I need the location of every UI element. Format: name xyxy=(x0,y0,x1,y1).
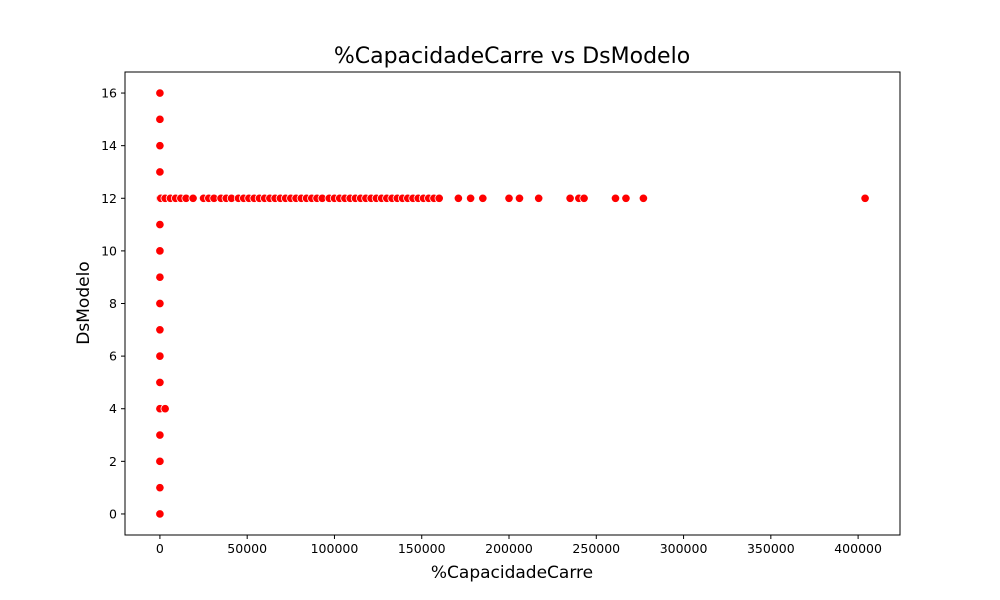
data-point xyxy=(466,193,476,203)
data-point xyxy=(155,141,165,151)
x-tick-label: 200000 xyxy=(485,541,533,556)
y-tick-label: 4 xyxy=(109,401,117,416)
x-tick-label: 150000 xyxy=(398,541,446,556)
data-point xyxy=(155,509,165,519)
data-point xyxy=(478,193,488,203)
y-axis-label: DsModelo xyxy=(74,261,94,344)
data-point xyxy=(188,193,198,203)
data-point xyxy=(155,167,165,177)
x-tick-label: 250000 xyxy=(572,541,620,556)
y-tick-label: 2 xyxy=(109,454,117,469)
x-axis-label: %CapacidadeCarre xyxy=(431,563,593,583)
data-point xyxy=(155,272,165,282)
data-point xyxy=(155,88,165,98)
chart-title: %CapacidadeCarre vs DsModelo xyxy=(334,44,690,69)
x-tick-label: 100000 xyxy=(311,541,359,556)
data-point xyxy=(155,483,165,493)
y-tick-label: 14 xyxy=(101,138,117,153)
data-point xyxy=(155,298,165,309)
data-point xyxy=(453,193,463,203)
data-point xyxy=(534,193,544,203)
data-point xyxy=(155,456,165,466)
data-point xyxy=(155,351,165,361)
x-tick-label: 350000 xyxy=(747,541,795,556)
x-tick-label: 0 xyxy=(156,541,164,556)
x-tick-label: 50000 xyxy=(227,541,267,556)
data-point xyxy=(579,193,589,203)
data-point xyxy=(638,193,648,203)
data-point xyxy=(504,193,514,203)
data-point xyxy=(155,220,165,230)
data-point xyxy=(155,246,165,256)
points-layer xyxy=(155,88,870,519)
y-tick-label: 10 xyxy=(101,243,117,258)
data-point xyxy=(155,325,165,335)
data-point xyxy=(155,430,165,440)
y-tick-label: 16 xyxy=(101,86,117,101)
ticks-layer: 0 50000 100000 150000 200000 250000 300000 3500… xyxy=(101,86,882,556)
y-tick-label: 12 xyxy=(101,191,117,206)
data-point xyxy=(155,377,165,387)
y-tick-label: 6 xyxy=(109,349,117,364)
data-point xyxy=(434,193,444,203)
data-point xyxy=(160,404,170,414)
x-tick-label: 300000 xyxy=(660,541,708,556)
data-point xyxy=(860,193,870,203)
data-point xyxy=(565,193,575,203)
data-point xyxy=(155,114,165,124)
data-point xyxy=(610,193,621,203)
y-tick-label: 0 xyxy=(109,506,117,521)
data-point xyxy=(621,193,631,203)
data-point xyxy=(514,193,525,203)
plot-frame xyxy=(124,71,901,536)
y-tick-label: 8 xyxy=(109,296,117,311)
x-tick-label: 400000 xyxy=(834,541,882,556)
